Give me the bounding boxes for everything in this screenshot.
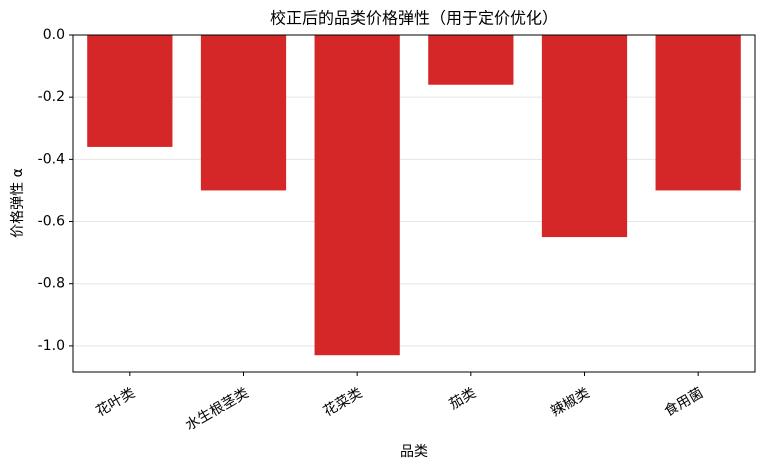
- bar: [200, 35, 287, 191]
- y-tick-label: -0.6: [38, 214, 65, 230]
- plot-frame: [72, 34, 756, 373]
- x-tick-label: 花菜类: [321, 385, 365, 420]
- x-tick-label: 茄类: [446, 384, 479, 413]
- y-tick-label: -0.8: [38, 276, 65, 292]
- x-tick-label: 食用菌: [661, 384, 706, 420]
- y-axis-label: 价格弹性 α: [10, 168, 26, 238]
- y-tick-label: 0.0: [43, 27, 65, 43]
- y-tick-label: -0.2: [38, 89, 65, 105]
- x-tick-label: 花叶类: [93, 385, 137, 420]
- y-tick-label: -1.0: [38, 338, 65, 354]
- chart-title: 校正后的品类价格弹性（用于定价优化）: [270, 9, 558, 28]
- bar: [655, 35, 741, 191]
- y-tick-label: -0.4: [38, 151, 65, 167]
- bar: [428, 35, 514, 85]
- bar: [314, 35, 400, 356]
- x-tick-label: 水生根茎类: [183, 385, 252, 434]
- bar: [87, 35, 173, 147]
- x-axis-label: 品类: [400, 444, 428, 460]
- bar: [541, 35, 628, 238]
- x-tick-label: 辣椒类: [548, 385, 592, 420]
